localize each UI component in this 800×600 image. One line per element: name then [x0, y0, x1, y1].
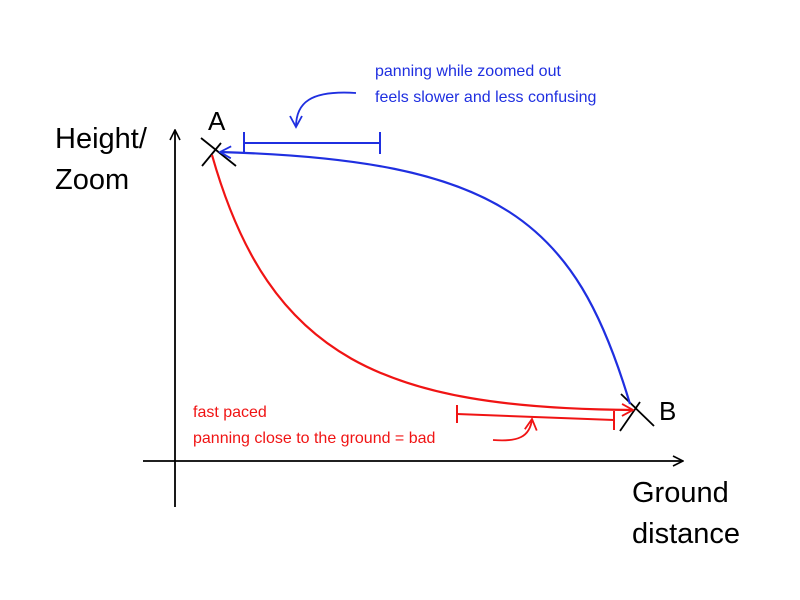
low-callout-arrow	[492, 417, 538, 442]
low-path-curve	[210, 154, 635, 417]
point-b-label: B	[659, 396, 676, 426]
high-callout-arrow	[289, 91, 357, 129]
x-axis-title-line-2: distance	[632, 518, 740, 550]
x-axis-title: Ground distance	[632, 477, 740, 550]
low-annotation-line-1: fast paced	[193, 404, 267, 421]
y-axis-title: Height/ Zoom	[55, 123, 155, 196]
high-span-bracket	[243, 132, 381, 154]
point-a-label: A	[208, 106, 226, 136]
high-annotation: panning while zoomed out feels slower an…	[375, 63, 596, 106]
low-span-bracket	[456, 405, 615, 430]
high-path-curve	[218, 145, 632, 405]
low-annotation-line-2: panning close to the ground = bad	[193, 430, 435, 447]
point-b-marker	[619, 393, 655, 432]
y-axis-title-line-1: Height/	[55, 123, 148, 155]
x-axis-title-line-1: Ground	[632, 477, 729, 509]
low-annotation: fast paced panning close to the ground =…	[193, 404, 435, 447]
high-annotation-line-1: panning while zoomed out	[375, 63, 561, 80]
y-axis-title-line-2: Zoom	[55, 164, 129, 196]
high-annotation-line-2: feels slower and less confusing	[375, 89, 596, 106]
